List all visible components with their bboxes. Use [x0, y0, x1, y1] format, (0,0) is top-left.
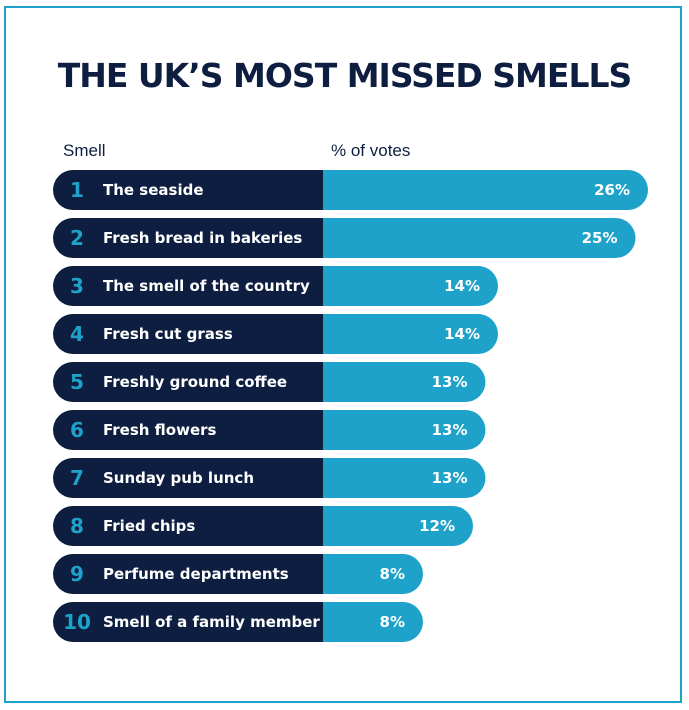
label-pill-edge — [301, 362, 323, 402]
value-bar — [303, 314, 498, 354]
rank-number: 2 — [70, 226, 84, 250]
label-pill — [53, 170, 323, 210]
category-label: Fresh bread in bakeries — [103, 229, 302, 247]
value-label: 14% — [444, 277, 480, 295]
value-label: 8% — [380, 613, 405, 631]
value-bar — [303, 362, 486, 402]
value-label: 12% — [419, 517, 455, 535]
value-label: 13% — [432, 421, 468, 439]
category-label: The seaside — [103, 181, 204, 199]
label-pill-edge — [301, 602, 323, 642]
category-label: Fresh flowers — [103, 421, 217, 439]
rank-number: 1 — [70, 178, 84, 202]
value-label: 14% — [444, 325, 480, 343]
label-pill-edge — [301, 458, 323, 498]
rank-number: 10 — [63, 610, 91, 634]
bar-row: 6 Fresh flowers 13% — [53, 410, 486, 450]
bar-row: 5 Freshly ground coffee 13% — [53, 362, 486, 402]
category-label: Fresh cut grass — [103, 325, 233, 343]
label-pill — [53, 266, 323, 306]
value-bar — [303, 218, 636, 258]
rank-number: 5 — [70, 370, 84, 394]
label-pill-edge — [301, 314, 323, 354]
category-label: The smell of the country — [103, 277, 310, 295]
value-bar — [303, 506, 473, 546]
category-label: Perfume departments — [103, 565, 289, 583]
bar-row: 8 Fried chips 12% — [53, 506, 473, 546]
rank-number: 7 — [70, 466, 84, 490]
label-pill — [53, 218, 323, 258]
rank-number: 4 — [70, 322, 84, 346]
category-label: Fried chips — [103, 517, 195, 535]
bar-row: 9 Perfume departments 8% — [53, 554, 423, 594]
value-label: 8% — [380, 565, 405, 583]
value-bar — [303, 602, 423, 642]
rank-number: 8 — [70, 514, 84, 538]
bar-row: 7 Sunday pub lunch 13% — [53, 458, 486, 498]
label-pill-edge — [301, 506, 323, 546]
label-pill-edge — [301, 218, 323, 258]
value-label: 13% — [432, 469, 468, 487]
label-pill-edge — [301, 170, 323, 210]
rank-number: 6 — [70, 418, 84, 442]
label-pill — [53, 554, 323, 594]
label-pill — [53, 410, 323, 450]
label-pill — [53, 314, 323, 354]
value-label: 25% — [582, 229, 618, 247]
bar-row: 1 The seaside 26% — [53, 170, 648, 210]
value-bar — [303, 458, 486, 498]
label-pill — [53, 602, 323, 642]
bar-row: 4 Fresh cut grass 14% — [53, 314, 498, 354]
category-label: Freshly ground coffee — [103, 373, 287, 391]
category-label: Smell of a family member — [103, 613, 320, 631]
rank-number: 9 — [70, 562, 84, 586]
label-pill — [53, 506, 323, 546]
bar-row: 2 Fresh bread in bakeries 25% — [53, 218, 636, 258]
category-label: Sunday pub lunch — [103, 469, 254, 487]
votes-column-header: % of votes — [331, 141, 411, 160]
value-label: 13% — [432, 373, 468, 391]
value-bar — [303, 266, 498, 306]
bar-row: 3 The smell of the country 14% — [53, 266, 498, 306]
value-label: 26% — [594, 181, 630, 199]
label-pill — [53, 362, 323, 402]
rank-number: 3 — [70, 274, 84, 298]
label-pill — [53, 458, 323, 498]
label-pill-edge — [301, 410, 323, 450]
chart-title: THE UK’S MOST MISSED SMELLS — [57, 56, 633, 95]
value-bar — [303, 410, 486, 450]
bar-row: 10 Smell of a family member 8% — [53, 602, 423, 642]
label-pill-edge — [301, 554, 323, 594]
label-pill-edge — [301, 266, 323, 306]
value-bar — [303, 170, 648, 210]
smell-column-header: Smell — [63, 141, 106, 160]
value-bar — [303, 554, 423, 594]
